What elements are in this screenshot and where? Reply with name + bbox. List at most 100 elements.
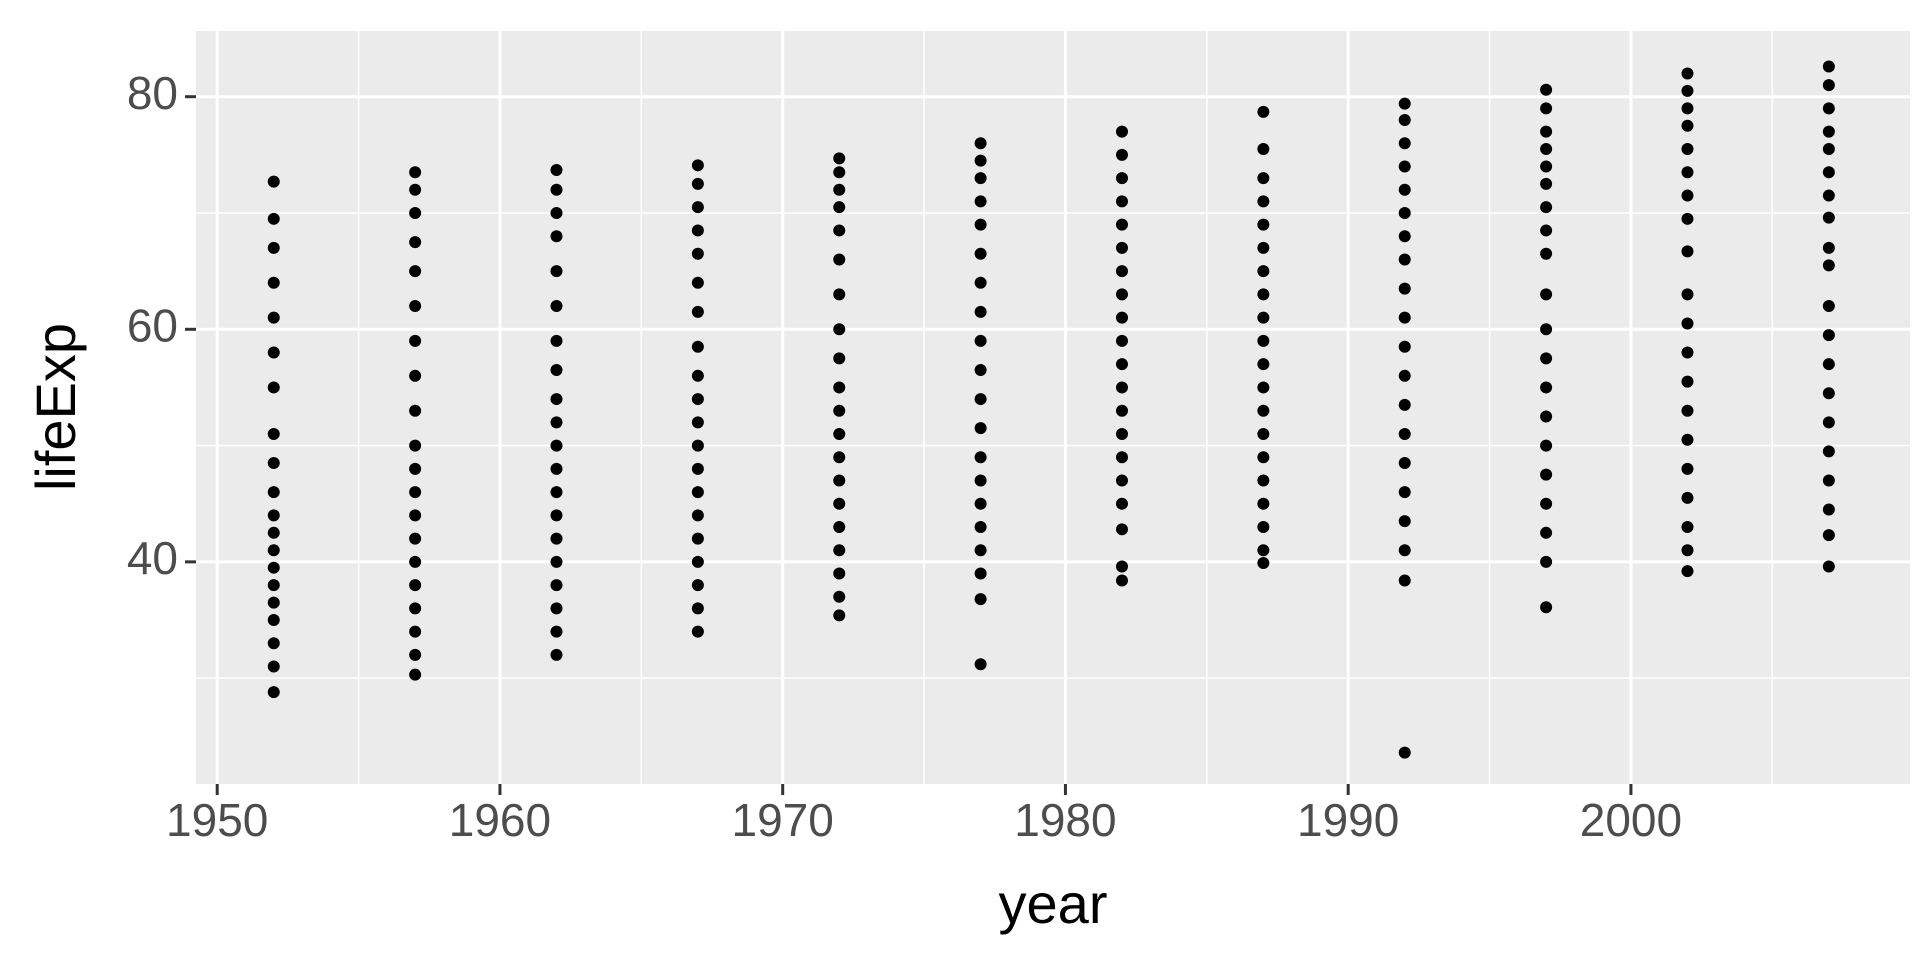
point xyxy=(1681,404,1694,417)
point xyxy=(1398,369,1411,382)
point xyxy=(550,183,563,196)
point xyxy=(1257,172,1270,185)
point xyxy=(1398,160,1411,173)
point xyxy=(550,602,563,615)
point xyxy=(409,532,422,545)
point xyxy=(974,393,987,406)
point xyxy=(1115,125,1128,138)
point xyxy=(691,369,704,382)
point xyxy=(1115,451,1128,464)
point xyxy=(267,212,280,225)
point xyxy=(1540,125,1553,138)
point xyxy=(1257,497,1270,510)
x-tick-label: 1950 xyxy=(166,794,268,846)
point xyxy=(691,579,704,592)
point xyxy=(409,602,422,615)
point xyxy=(267,457,280,470)
point xyxy=(1398,230,1411,243)
point xyxy=(1398,97,1411,110)
point xyxy=(974,172,987,185)
point xyxy=(833,609,846,622)
point xyxy=(974,567,987,580)
point xyxy=(691,276,704,289)
point xyxy=(409,555,422,568)
point xyxy=(1540,224,1553,237)
point xyxy=(1540,247,1553,260)
point xyxy=(1257,265,1270,278)
point xyxy=(691,340,704,353)
point xyxy=(267,596,280,609)
point xyxy=(833,497,846,510)
point xyxy=(1115,195,1128,208)
point xyxy=(1115,427,1128,440)
point xyxy=(1115,474,1128,487)
point xyxy=(833,152,846,165)
point xyxy=(1822,211,1835,224)
point xyxy=(409,462,422,475)
point xyxy=(1115,381,1128,394)
point xyxy=(691,625,704,638)
point xyxy=(409,648,422,661)
point xyxy=(1115,148,1128,161)
point xyxy=(550,230,563,243)
point xyxy=(267,311,280,324)
point xyxy=(974,497,987,510)
point xyxy=(1822,60,1835,73)
point xyxy=(1822,358,1835,371)
point xyxy=(1398,544,1411,557)
point xyxy=(409,509,422,522)
point xyxy=(1398,183,1411,196)
point xyxy=(1681,84,1694,97)
point xyxy=(974,474,987,487)
point xyxy=(1257,334,1270,347)
point xyxy=(1681,189,1694,202)
point xyxy=(1822,189,1835,202)
point xyxy=(1257,451,1270,464)
point xyxy=(691,486,704,499)
x-tick-label: 1960 xyxy=(449,794,551,846)
point xyxy=(1115,311,1128,324)
point xyxy=(1681,212,1694,225)
point xyxy=(1398,206,1411,219)
point xyxy=(833,323,846,336)
point xyxy=(1681,433,1694,446)
point xyxy=(1115,358,1128,371)
point xyxy=(974,593,987,606)
point xyxy=(833,404,846,417)
point xyxy=(1540,439,1553,452)
point xyxy=(1257,544,1270,557)
point xyxy=(1257,218,1270,231)
point xyxy=(1822,503,1835,516)
point xyxy=(974,334,987,347)
point xyxy=(1681,317,1694,330)
point xyxy=(550,462,563,475)
point xyxy=(1257,381,1270,394)
point xyxy=(1540,497,1553,510)
point xyxy=(1540,381,1553,394)
point xyxy=(1257,474,1270,487)
point xyxy=(267,686,280,699)
point xyxy=(1822,329,1835,342)
point xyxy=(1822,300,1835,313)
point xyxy=(267,175,280,188)
point xyxy=(1822,143,1835,156)
point xyxy=(1540,555,1553,568)
point xyxy=(691,201,704,214)
x-tick-label: 1990 xyxy=(1297,794,1399,846)
point xyxy=(1115,218,1128,231)
point xyxy=(1540,323,1553,336)
point xyxy=(1822,241,1835,254)
point xyxy=(1822,416,1835,429)
point xyxy=(409,334,422,347)
point xyxy=(1540,526,1553,539)
point xyxy=(1115,241,1128,254)
point xyxy=(691,177,704,190)
point xyxy=(1115,288,1128,301)
point xyxy=(833,567,846,580)
point xyxy=(550,648,563,661)
point xyxy=(409,369,422,382)
point xyxy=(691,159,704,172)
point xyxy=(1257,311,1270,324)
point xyxy=(974,247,987,260)
point xyxy=(550,363,563,376)
